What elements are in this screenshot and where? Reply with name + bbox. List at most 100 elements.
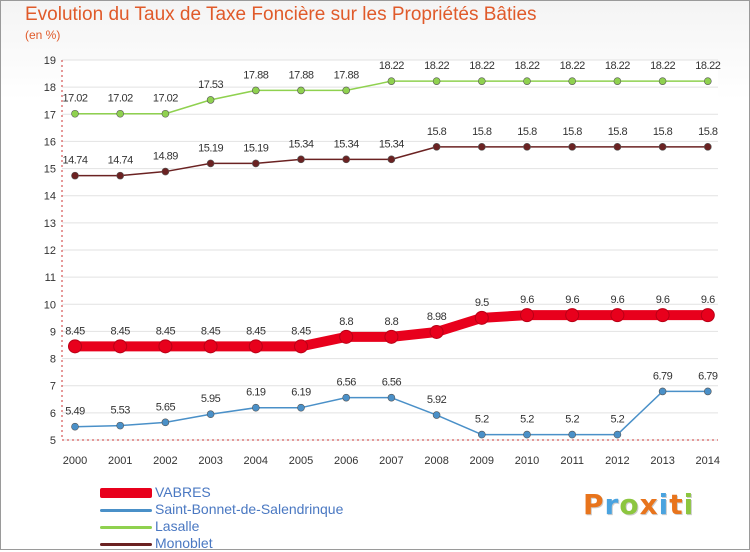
- x-tick-label: 2005: [289, 455, 313, 467]
- data-label-monoblet: 15.8: [472, 126, 492, 138]
- data-point-vabres: [610, 308, 625, 323]
- data-point-vabres: [68, 339, 82, 354]
- x-tick-label: 2003: [198, 455, 222, 467]
- data-label-saint-bonnet-de-salendrinque: 6.79: [698, 370, 718, 382]
- data-point-monoblet: [342, 155, 351, 164]
- data-point-saint-bonnet-de-salendrinque: [297, 403, 305, 412]
- data-label-vabres: 9.6: [611, 294, 625, 306]
- y-tick-label: 6: [50, 408, 56, 420]
- data-point-lasalle: [568, 77, 577, 85]
- data-label-monoblet: 15.8: [653, 126, 673, 138]
- data-label-saint-bonnet-de-salendrinque: 6.56: [336, 377, 356, 389]
- data-label-vabres: 9.5: [475, 297, 489, 309]
- data-point-vabres: [294, 339, 308, 354]
- data-point-monoblet: [432, 143, 441, 151]
- data-point-lasalle: [161, 109, 170, 118]
- legend-swatch-saint-bonnet: [100, 509, 152, 512]
- x-tick-label: 2010: [515, 455, 539, 467]
- logo-letter: t: [669, 488, 684, 521]
- data-label-lasalle: 17.88: [334, 69, 359, 81]
- chart-title: Evolution du Taux de Taxe Foncière sur l…: [25, 4, 537, 25]
- data-label-monoblet: 14.74: [108, 155, 133, 167]
- data-point-saint-bonnet-de-salendrinque: [116, 421, 124, 430]
- data-label-lasalle: 18.22: [424, 60, 449, 72]
- data-label-monoblet: 14.89: [153, 151, 178, 163]
- x-tick-label: 2002: [153, 455, 177, 467]
- data-point-saint-bonnet-de-salendrinque: [703, 387, 712, 396]
- data-label-monoblet: 15.8: [698, 126, 718, 138]
- data-label-vabres: 9.6: [520, 294, 534, 306]
- data-label-vabres: 8.45: [246, 325, 266, 337]
- data-point-vabres: [655, 308, 670, 323]
- data-point-lasalle: [116, 109, 124, 118]
- data-label-lasalle: 18.22: [379, 60, 404, 72]
- data-point-saint-bonnet-de-salendrinque: [206, 410, 215, 419]
- data-point-lasalle: [206, 96, 215, 104]
- data-label-monoblet: 15.8: [427, 126, 447, 138]
- data-label-saint-bonnet-de-salendrinque: 5.2: [565, 414, 579, 426]
- legend-label-saint-bonnet: Saint-Bonnet-de-Salendrinque: [155, 501, 344, 517]
- data-point-vabres: [429, 324, 444, 339]
- data-label-vabres: 8.45: [201, 325, 221, 337]
- data-point-monoblet: [252, 159, 260, 168]
- data-point-monoblet: [613, 143, 622, 151]
- data-label-saint-bonnet-de-salendrinque: 6.56: [382, 377, 402, 389]
- legend-label-vabres: VABRES: [155, 484, 211, 500]
- data-point-saint-bonnet-de-salendrinque: [252, 403, 260, 412]
- legend-label-monoblet: Monoblet: [155, 535, 213, 551]
- legend-swatch-vabres: [100, 488, 152, 498]
- data-label-vabres: 8.45: [65, 325, 85, 337]
- data-label-vabres: 8.8: [385, 316, 399, 328]
- data-point-monoblet: [523, 143, 531, 151]
- data-point-vabres: [113, 339, 128, 354]
- data-label-vabres: 9.6: [565, 294, 579, 306]
- data-label-saint-bonnet-de-salendrinque: 6.19: [291, 387, 311, 399]
- data-point-saint-bonnet-de-salendrinque: [342, 393, 351, 402]
- y-tick-label: 11: [45, 272, 56, 284]
- data-label-saint-bonnet-de-salendrinque: 5.2: [520, 414, 534, 426]
- y-tick-label: 17: [44, 109, 56, 121]
- data-point-monoblet: [568, 143, 577, 151]
- x-tick-label: 2007: [379, 455, 403, 467]
- data-point-monoblet: [703, 143, 712, 151]
- data-point-saint-bonnet-de-salendrinque: [658, 387, 667, 396]
- data-label-vabres: 8.45: [291, 325, 311, 337]
- data-point-lasalle: [71, 109, 79, 118]
- data-point-lasalle: [523, 77, 531, 85]
- data-point-vabres: [203, 339, 218, 354]
- data-point-lasalle: [477, 77, 486, 85]
- data-label-vabres: 8.45: [156, 325, 176, 337]
- x-tick-label: 2004: [244, 455, 268, 467]
- data-label-monoblet: 15.19: [198, 142, 223, 154]
- data-point-monoblet: [387, 155, 396, 164]
- data-point-vabres: [700, 308, 715, 323]
- data-label-monoblet: 15.34: [334, 138, 359, 150]
- data-point-monoblet: [116, 171, 124, 180]
- data-label-lasalle: 18.22: [650, 60, 675, 72]
- data-label-saint-bonnet-de-salendrinque: 5.92: [427, 394, 447, 406]
- data-point-monoblet: [477, 143, 486, 151]
- data-label-lasalle: 18.22: [605, 60, 630, 72]
- data-label-lasalle: 18.22: [695, 60, 720, 72]
- data-label-vabres: 8.98: [427, 311, 447, 323]
- data-label-lasalle: 18.22: [514, 60, 539, 72]
- legend-swatch-monoblet: [100, 543, 152, 546]
- x-tick-label: 2012: [605, 455, 629, 467]
- data-label-saint-bonnet-de-salendrinque: 5.2: [611, 414, 625, 426]
- data-point-vabres: [158, 339, 173, 354]
- data-point-vabres: [339, 329, 354, 344]
- data-label-lasalle: 17.88: [288, 69, 313, 81]
- data-point-saint-bonnet-de-salendrinque: [477, 430, 486, 439]
- data-point-monoblet: [297, 155, 305, 164]
- legend-swatch-lasalle: [100, 526, 152, 529]
- data-label-saint-bonnet-de-salendrinque: 5.2: [475, 414, 489, 426]
- data-point-saint-bonnet-de-salendrinque: [161, 418, 170, 427]
- data-label-saint-bonnet-de-salendrinque: 6.79: [653, 370, 673, 382]
- data-point-lasalle: [342, 86, 351, 95]
- data-label-lasalle: 17.88: [243, 69, 268, 81]
- proxiti-logo: Proxiti: [583, 488, 694, 521]
- legend-label-lasalle: Lasalle: [155, 518, 200, 534]
- data-label-saint-bonnet-de-salendrinque: 5.49: [65, 406, 85, 418]
- logo-letter: P: [583, 488, 605, 521]
